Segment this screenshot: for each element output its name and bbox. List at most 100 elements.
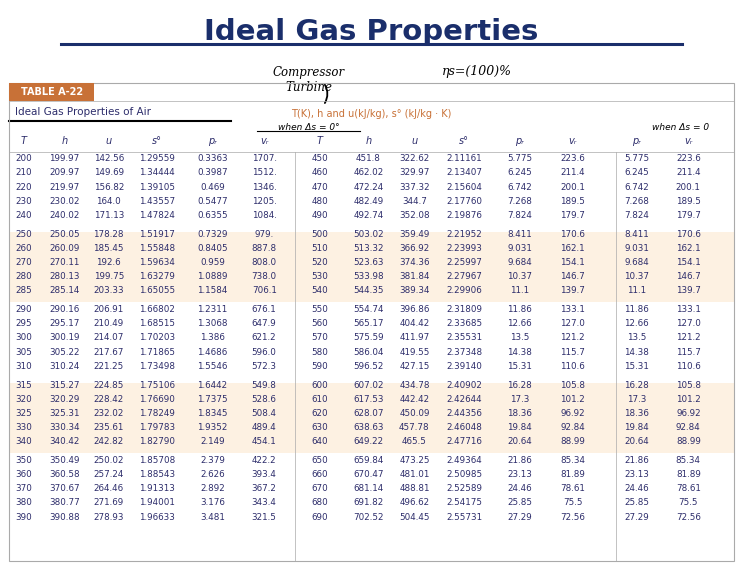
Text: h: h	[61, 136, 68, 146]
Text: 17.3: 17.3	[627, 395, 646, 404]
Text: 320.29: 320.29	[49, 395, 80, 404]
Text: 2.31809: 2.31809	[446, 305, 482, 314]
Text: 370.67: 370.67	[49, 484, 80, 493]
Text: vᵣ: vᵣ	[684, 136, 692, 146]
Text: 2.23993: 2.23993	[446, 244, 482, 253]
Text: 85.34: 85.34	[560, 456, 585, 465]
Text: 359.49: 359.49	[399, 230, 429, 239]
Text: 127.0: 127.0	[560, 319, 585, 328]
Bar	[9, 260, 734, 274]
Text: 404.42: 404.42	[399, 319, 429, 328]
Text: 12.66: 12.66	[507, 319, 532, 328]
Text: 325: 325	[15, 409, 32, 418]
Text: 572.3: 572.3	[252, 362, 276, 371]
Text: 1.6442: 1.6442	[198, 381, 227, 390]
Text: 240.02: 240.02	[49, 211, 80, 220]
Text: 110.6: 110.6	[676, 362, 701, 371]
Text: 1.5546: 1.5546	[197, 362, 227, 371]
Text: 2.29906: 2.29906	[446, 286, 482, 295]
Text: 223.6: 223.6	[560, 154, 585, 163]
Text: 0.469: 0.469	[200, 182, 224, 192]
Text: 72.56: 72.56	[560, 512, 585, 521]
Text: 460: 460	[311, 168, 328, 177]
Text: 1512.: 1512.	[252, 168, 276, 177]
Text: 2.40902: 2.40902	[446, 381, 482, 390]
Text: 473.25: 473.25	[399, 456, 429, 465]
Text: s°: s°	[152, 136, 162, 146]
Text: 360.58: 360.58	[49, 470, 80, 479]
Text: 738.0: 738.0	[252, 272, 276, 281]
Text: 1.386: 1.386	[200, 333, 225, 342]
Text: 149.69: 149.69	[94, 168, 124, 177]
Text: 209.97: 209.97	[49, 168, 80, 177]
Text: 620: 620	[311, 409, 328, 418]
Text: 179.7: 179.7	[560, 211, 585, 220]
Text: 550: 550	[311, 305, 328, 314]
Text: 189.5: 189.5	[676, 197, 701, 206]
Text: 25.85: 25.85	[507, 498, 532, 507]
Text: 199.75: 199.75	[94, 272, 124, 281]
Text: 580: 580	[311, 347, 328, 357]
Text: 330: 330	[15, 423, 32, 432]
Text: 72.56: 72.56	[676, 512, 701, 521]
Text: 492.74: 492.74	[354, 211, 383, 220]
Text: 488.81: 488.81	[399, 484, 429, 493]
Text: 2.37348: 2.37348	[446, 347, 482, 357]
Text: 482.49: 482.49	[354, 197, 383, 206]
Text: 530: 530	[311, 272, 328, 281]
Text: 0.8405: 0.8405	[197, 244, 227, 253]
Text: pᵣ: pᵣ	[632, 136, 641, 146]
Text: 139.7: 139.7	[676, 286, 701, 295]
Text: 979.: 979.	[255, 230, 273, 239]
Text: 0.959: 0.959	[200, 258, 225, 267]
Text: 481.01: 481.01	[399, 470, 429, 479]
Text: T: T	[21, 136, 27, 146]
Text: 230.02: 230.02	[49, 197, 80, 206]
Bar	[9, 246, 734, 260]
Text: 1.0889: 1.0889	[197, 272, 227, 281]
Bar	[9, 439, 734, 453]
Text: 366.92: 366.92	[399, 244, 429, 253]
Text: 9.031: 9.031	[507, 244, 532, 253]
Text: 16.28: 16.28	[507, 381, 532, 390]
Text: 2.42644: 2.42644	[447, 395, 482, 404]
Text: 146.7: 146.7	[676, 272, 701, 281]
Text: 78.61: 78.61	[560, 484, 585, 493]
Text: 164.0: 164.0	[97, 197, 121, 206]
Text: Ideal Gas Properties of Air: Ideal Gas Properties of Air	[15, 107, 151, 116]
Text: 13.5: 13.5	[510, 333, 529, 342]
Text: 6.245: 6.245	[507, 168, 532, 177]
Text: 295: 295	[16, 319, 32, 328]
Text: 240: 240	[16, 211, 32, 220]
Text: 2.19876: 2.19876	[446, 211, 482, 220]
Text: 115.7: 115.7	[560, 347, 585, 357]
Text: 0.3987: 0.3987	[197, 168, 227, 177]
Text: 271.69: 271.69	[94, 498, 124, 507]
Text: 2.626: 2.626	[200, 470, 224, 479]
Text: 264.46: 264.46	[94, 484, 124, 493]
Text: 92.84: 92.84	[676, 423, 701, 432]
Text: 211.4: 211.4	[560, 168, 585, 177]
Text: 549.8: 549.8	[252, 381, 276, 390]
Text: 1.43557: 1.43557	[139, 197, 175, 206]
Text: 702.52: 702.52	[353, 512, 384, 521]
Text: 3.176: 3.176	[200, 498, 225, 507]
Text: 600: 600	[311, 381, 328, 390]
Text: when Δs = 0°: when Δs = 0°	[278, 123, 340, 132]
Text: 2.54175: 2.54175	[446, 498, 482, 507]
Text: 139.7: 139.7	[560, 286, 585, 295]
Text: 1.34444: 1.34444	[139, 168, 175, 177]
Text: 133.1: 133.1	[560, 305, 585, 314]
Text: 105.8: 105.8	[560, 381, 585, 390]
Text: Compressor
Turbine: Compressor Turbine	[273, 66, 345, 94]
Text: 127.0: 127.0	[676, 319, 701, 328]
Text: 162.1: 162.1	[560, 244, 585, 253]
Text: 250.02: 250.02	[94, 456, 124, 465]
Text: 15.31: 15.31	[507, 362, 532, 371]
Text: 628.07: 628.07	[353, 409, 384, 418]
Text: 329.97: 329.97	[399, 168, 429, 177]
Text: 660: 660	[311, 470, 328, 479]
Text: 1.79783: 1.79783	[139, 423, 175, 432]
Text: 250: 250	[15, 230, 32, 239]
Text: 1.66802: 1.66802	[139, 305, 175, 314]
